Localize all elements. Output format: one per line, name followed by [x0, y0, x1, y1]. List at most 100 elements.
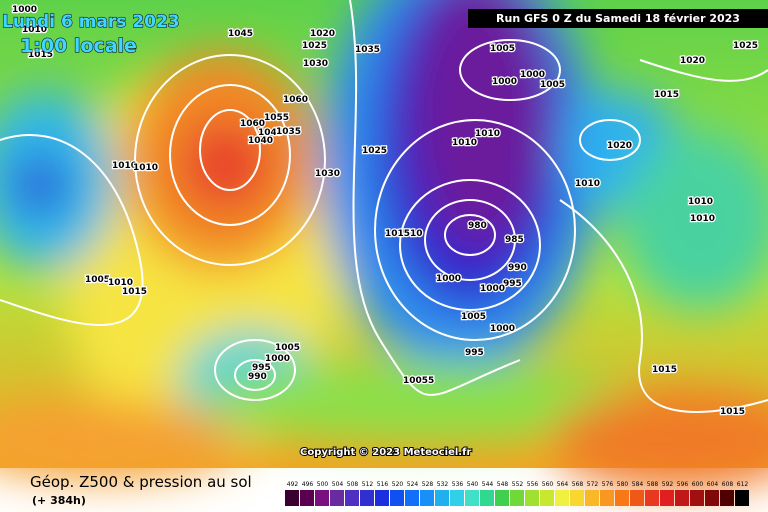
isobar-label: 1020	[310, 29, 335, 39]
isobar-label: 990	[508, 263, 527, 273]
scale-label: 572	[587, 481, 599, 488]
scale-label: 612	[737, 481, 749, 488]
isobar-label: 1025	[302, 41, 327, 51]
isobar-label: 1005	[490, 44, 515, 54]
scale-label: 528	[422, 481, 434, 488]
isobar-label: 1005	[461, 312, 486, 322]
isobar-label: 985	[505, 235, 524, 245]
scale-label: 536	[452, 481, 464, 488]
scale-swatch	[390, 490, 404, 506]
scale-swatch	[345, 490, 359, 506]
scale-label: 548	[497, 481, 509, 488]
scale-swatch	[600, 490, 614, 506]
scale-swatch	[615, 490, 629, 506]
scale-swatch	[720, 490, 734, 506]
scale-label: 492	[287, 481, 299, 488]
scale-swatch	[405, 490, 419, 506]
scale-label: 564	[557, 481, 569, 488]
isobar-label: 1035	[355, 45, 380, 55]
scale-swatch	[675, 490, 689, 506]
isobar-label: 1025	[733, 41, 758, 51]
scale-swatch	[360, 490, 374, 506]
scale-swatch	[450, 490, 464, 506]
scale-swatch	[330, 490, 344, 506]
isobar-label: 1020	[607, 141, 632, 151]
scale-swatch	[570, 490, 584, 506]
scale-swatch	[300, 490, 314, 506]
isobar-label: 1055	[264, 113, 289, 123]
isobar-label: 1010	[452, 138, 477, 148]
isobar-label: 1000	[520, 70, 545, 80]
isobar-label: 1015	[720, 407, 745, 417]
scale-swatch	[735, 490, 749, 506]
isobar-label: 1010	[475, 129, 500, 139]
scale-label: 552	[512, 481, 524, 488]
isobar-label: 980	[468, 221, 487, 231]
isobar-label: 990	[248, 372, 267, 382]
run-text: Run GFS 0 Z du Samedi 18 février 2023	[496, 12, 740, 25]
isobar-label: 1010	[112, 161, 137, 171]
scale-swatch	[690, 490, 704, 506]
isobar-label: 1000	[490, 324, 515, 334]
scale-swatch	[465, 490, 479, 506]
scale-label: 592	[662, 481, 674, 488]
scale-swatch	[585, 490, 599, 506]
scale-swatch	[705, 490, 719, 506]
isobar-label: 1060	[240, 119, 265, 129]
isobar-label: 1010	[690, 214, 715, 224]
scale-label: 588	[647, 481, 659, 488]
scale-swatch	[525, 490, 539, 506]
isobar-label: 1015	[654, 90, 679, 100]
scale-label: 524	[407, 481, 419, 488]
scale-swatch	[375, 490, 389, 506]
color-scale: 492 496 500 504 508 512 516 520 524 528 532 536 540 5…	[285, 481, 749, 506]
scale-label: 600	[692, 481, 704, 488]
scale-swatch	[420, 490, 434, 506]
run-banner	[468, 9, 768, 28]
scale-swatch	[540, 490, 554, 506]
isobar-label: 1020	[680, 56, 705, 66]
isobar-label: 1010	[108, 278, 133, 288]
scale-swatch	[510, 490, 524, 506]
scale-swatch	[285, 490, 299, 506]
footer-title: Géop. Z500 & pression au sol	[30, 473, 252, 491]
isobar-label: 1000	[265, 354, 290, 364]
scale-label: 608	[722, 481, 734, 488]
scale-label: 516	[377, 481, 389, 488]
scale-label: 604	[707, 481, 719, 488]
isobar-label: 995	[252, 363, 271, 373]
scale-label: 560	[542, 481, 554, 488]
isobar-label: 995	[465, 348, 484, 358]
isobar-label: 1045	[228, 29, 253, 39]
isobar-label: 1045	[258, 128, 283, 138]
isobar-label: 1030	[315, 169, 340, 179]
isobar-label: 1030	[303, 59, 328, 69]
scale-label: 580	[617, 481, 629, 488]
isobar-label: 1035	[276, 127, 301, 137]
footer-lead: (+ 384h)	[32, 494, 86, 507]
scale-swatch	[315, 490, 329, 506]
scale-label: 544	[482, 481, 494, 488]
scale-swatch	[645, 490, 659, 506]
copyright: Copyright © 2023 Meteociel.fr	[300, 447, 471, 458]
scale-label: 576	[602, 481, 614, 488]
isobar-label: 1005	[85, 275, 110, 285]
scale-swatch	[480, 490, 494, 506]
isobar-label: 1015	[652, 365, 677, 375]
scale-label: 512	[362, 481, 374, 488]
isobar-label: 1015	[122, 287, 147, 297]
scale-label: 584	[632, 481, 644, 488]
isobar-label: 1010	[688, 197, 713, 207]
scale-swatch	[495, 490, 509, 506]
date-text: Lundi 6 mars 2023	[2, 12, 180, 32]
isobar-label: 10055	[403, 376, 434, 386]
isobar-label: 1040	[248, 136, 273, 146]
scale-swatch	[660, 490, 674, 506]
scale-label: 540	[467, 481, 479, 488]
scale-swatch	[555, 490, 569, 506]
isobar-label: 1000	[480, 284, 505, 294]
scale-label: 508	[347, 481, 359, 488]
scale-label: 532	[437, 481, 449, 488]
